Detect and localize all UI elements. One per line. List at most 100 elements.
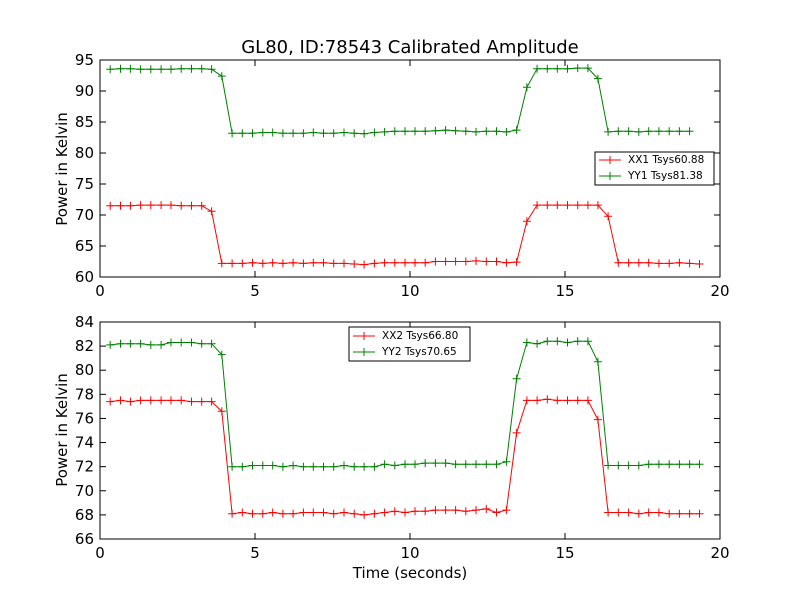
y-tick-group: 60 65 70 75 80 85 90 95 [75, 51, 720, 286]
data-point [502, 127, 511, 136]
data-point [482, 257, 491, 266]
data-point [390, 507, 399, 516]
data-point [106, 201, 115, 210]
data-point [228, 129, 237, 138]
data-point [136, 65, 145, 74]
data-point [573, 337, 582, 346]
data-point [146, 65, 155, 74]
data-point [106, 65, 115, 74]
data-point [441, 257, 450, 266]
x-tick-group: 0 5 10 15 20 [95, 60, 730, 300]
y-tick-label: 90 [75, 82, 94, 100]
y-tick-label: 68 [75, 506, 94, 524]
legend-marker [360, 348, 368, 356]
data-point [482, 504, 491, 513]
data-point [360, 510, 369, 519]
data-point [634, 258, 643, 267]
data-point [563, 201, 572, 210]
x-tick-label: 5 [250, 282, 260, 300]
y-tick-label: 74 [75, 434, 94, 452]
legend: XX2 Tsys66.80 YY2 Tsys70.65 [348, 326, 471, 362]
legend-label-yy1: YY1 Tsys81.38 [627, 170, 703, 182]
data-point [461, 127, 470, 136]
y-tick-label: 80 [75, 144, 94, 162]
data-point [553, 64, 562, 73]
legend-box [348, 326, 471, 362]
data-point [624, 461, 633, 470]
data-point [533, 201, 542, 210]
legend-entry-xx2: XX2 Tsys66.80 [353, 330, 458, 342]
data-point [207, 207, 216, 216]
data-point [278, 259, 287, 268]
data-point [665, 127, 674, 136]
x-tick-label: 20 [710, 544, 729, 562]
legend-marker [360, 332, 368, 340]
data-point [563, 64, 572, 73]
data-point [583, 396, 592, 405]
data-point [146, 201, 155, 210]
data-point [685, 509, 694, 518]
data-point [340, 461, 348, 470]
data-point [644, 258, 653, 267]
data-point [309, 508, 318, 517]
data-point [177, 201, 186, 210]
legend-label-xx1: XX1 Tsys60.88 [628, 154, 704, 166]
data-point [228, 509, 237, 518]
data-point [329, 129, 338, 138]
data-point [329, 509, 338, 518]
data-point [573, 396, 582, 405]
data-point [533, 339, 542, 348]
data-point [268, 461, 277, 470]
y-tick-label: 84 [75, 313, 94, 331]
data-point [319, 129, 328, 138]
series-0 [106, 201, 704, 269]
data-point [401, 508, 409, 517]
data-point [492, 508, 501, 517]
data-point [665, 259, 674, 268]
y-tick-label: 76 [75, 409, 94, 427]
data-point [401, 127, 409, 136]
data-point [543, 201, 552, 210]
data-point [614, 461, 623, 470]
data-point [248, 509, 257, 518]
data-point [512, 258, 521, 267]
data-point [278, 509, 287, 518]
data-point [492, 257, 501, 266]
data-point [238, 129, 247, 138]
data-point [411, 127, 419, 136]
data-point [441, 126, 450, 135]
legend-marker [606, 172, 614, 180]
data-point [217, 259, 226, 268]
data-point [187, 397, 196, 406]
data-point [289, 258, 298, 267]
x-tick-label: 0 [95, 544, 105, 562]
data-point [197, 64, 206, 73]
data-point [217, 72, 226, 81]
legend-label-yy2: YY2 Tsys70.65 [381, 346, 457, 358]
data-point [248, 129, 257, 138]
data-point [604, 127, 613, 136]
data-point [583, 201, 592, 210]
y-tick-label: 80 [75, 361, 94, 379]
data-point [593, 357, 602, 366]
data-point [370, 509, 379, 518]
data-point [634, 509, 643, 518]
data-point [451, 257, 460, 266]
y-tick-label: 60 [75, 268, 94, 286]
data-point [319, 462, 328, 471]
data-point [431, 506, 440, 515]
data-point [411, 507, 419, 516]
data-point [675, 127, 684, 136]
data-point [624, 127, 633, 136]
data-point [319, 508, 328, 517]
data-point [309, 462, 318, 471]
data-point [248, 258, 257, 267]
data-point [126, 339, 135, 348]
x-tick-label: 5 [250, 544, 260, 562]
data-point [654, 127, 663, 136]
data-point [167, 338, 175, 347]
legend-entry-xx1: XX1 Tsys60.88 [599, 154, 704, 166]
data-point [126, 397, 135, 406]
data-point [187, 338, 196, 347]
data-point [146, 340, 155, 349]
